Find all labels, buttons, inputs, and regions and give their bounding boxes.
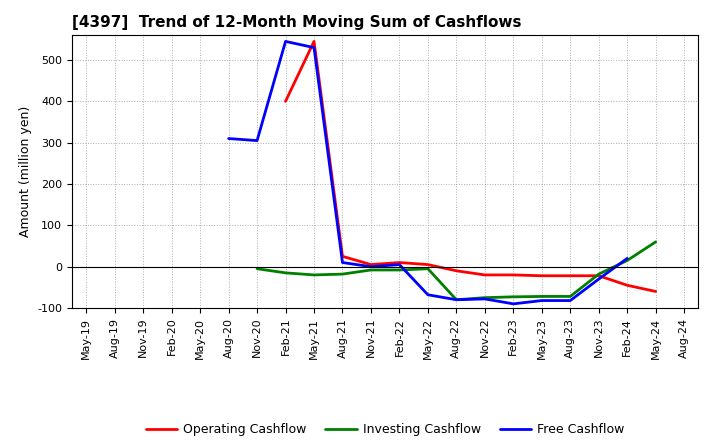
Operating Cashflow <box>310 39 318 44</box>
Free Cashflow <box>623 256 631 261</box>
Free Cashflow <box>282 39 290 44</box>
Investing Cashflow <box>395 268 404 273</box>
Operating Cashflow <box>652 289 660 294</box>
Free Cashflow <box>566 298 575 303</box>
Investing Cashflow <box>310 272 318 278</box>
Free Cashflow <box>338 260 347 265</box>
Legend: Operating Cashflow, Investing Cashflow, Free Cashflow: Operating Cashflow, Investing Cashflow, … <box>141 418 629 440</box>
Operating Cashflow <box>366 262 375 267</box>
Line: Investing Cashflow: Investing Cashflow <box>257 242 656 300</box>
Operating Cashflow <box>509 272 518 278</box>
Investing Cashflow <box>480 295 489 301</box>
Free Cashflow <box>452 297 461 302</box>
Investing Cashflow <box>652 239 660 245</box>
Operating Cashflow <box>338 254 347 259</box>
Investing Cashflow <box>452 297 461 302</box>
Investing Cashflow <box>423 266 432 271</box>
Free Cashflow <box>395 262 404 267</box>
Free Cashflow <box>595 276 603 282</box>
Investing Cashflow <box>623 258 631 263</box>
Investing Cashflow <box>595 271 603 277</box>
Operating Cashflow <box>566 273 575 279</box>
Text: [4397]  Trend of 12-Month Moving Sum of Cashflows: [4397] Trend of 12-Month Moving Sum of C… <box>72 15 521 30</box>
Investing Cashflow <box>566 294 575 299</box>
Free Cashflow <box>253 138 261 143</box>
Investing Cashflow <box>253 266 261 271</box>
Investing Cashflow <box>366 268 375 273</box>
Operating Cashflow <box>423 262 432 267</box>
Y-axis label: Amount (million yen): Amount (million yen) <box>19 106 32 237</box>
Free Cashflow <box>423 292 432 297</box>
Line: Operating Cashflow: Operating Cashflow <box>286 41 656 291</box>
Free Cashflow <box>480 296 489 301</box>
Investing Cashflow <box>282 270 290 275</box>
Operating Cashflow <box>480 272 489 278</box>
Free Cashflow <box>225 136 233 141</box>
Investing Cashflow <box>537 294 546 299</box>
Operating Cashflow <box>537 273 546 279</box>
Operating Cashflow <box>282 99 290 104</box>
Investing Cashflow <box>509 294 518 300</box>
Line: Free Cashflow: Free Cashflow <box>229 41 627 304</box>
Free Cashflow <box>537 298 546 303</box>
Free Cashflow <box>366 264 375 269</box>
Operating Cashflow <box>395 260 404 265</box>
Free Cashflow <box>509 301 518 307</box>
Operating Cashflow <box>595 273 603 279</box>
Investing Cashflow <box>338 271 347 277</box>
Operating Cashflow <box>452 268 461 273</box>
Operating Cashflow <box>623 282 631 288</box>
Free Cashflow <box>310 45 318 50</box>
